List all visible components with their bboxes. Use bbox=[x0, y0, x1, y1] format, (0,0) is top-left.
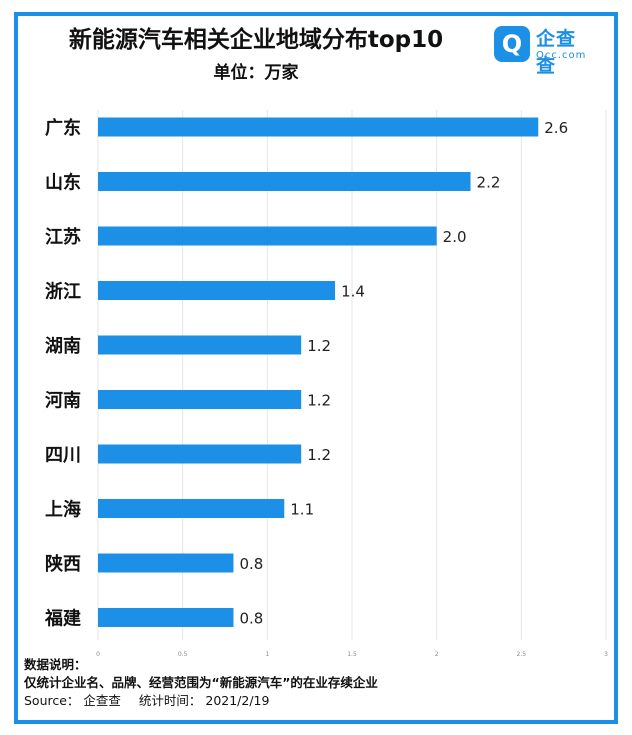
x-tick-label: 3 bbox=[604, 651, 608, 658]
x-tick-label: 1 bbox=[265, 651, 269, 658]
category-label: 浙江 bbox=[45, 281, 81, 303]
bar bbox=[98, 335, 302, 355]
category-label: 陕西 bbox=[45, 553, 81, 575]
category-label: 山东 bbox=[45, 172, 81, 194]
category-label: 福建 bbox=[44, 608, 81, 630]
bar bbox=[98, 553, 234, 573]
category-label: 四川 bbox=[45, 445, 81, 466]
notes-date: 统计时间： 2021/2/19 bbox=[138, 693, 270, 708]
value-label: 2.0 bbox=[443, 228, 467, 246]
value-label: 0.8 bbox=[239, 610, 263, 628]
logo-name-cn: 企查查 bbox=[536, 28, 577, 77]
category-label: 广东 bbox=[45, 117, 81, 139]
bar bbox=[98, 608, 234, 627]
category-label: 江苏 bbox=[45, 226, 81, 248]
bar bbox=[98, 117, 539, 137]
x-tick-label: 1.5 bbox=[347, 651, 357, 658]
x-tick-label: 2 bbox=[435, 651, 439, 658]
notes-source-line: Source： 企查查 统计时间： 2021/2/19 bbox=[24, 692, 378, 710]
value-label: 2.6 bbox=[544, 119, 568, 137]
qcc-logo-icon: Q bbox=[494, 26, 530, 62]
value-label: 1.2 bbox=[307, 392, 331, 410]
x-tick-label: 0 bbox=[96, 651, 100, 658]
notes-source: Source： 企查查 bbox=[24, 693, 121, 708]
category-label: 河南 bbox=[45, 390, 81, 412]
bar bbox=[98, 281, 336, 300]
x-tick-label: 0.5 bbox=[178, 651, 188, 658]
value-label: 1.4 bbox=[341, 283, 365, 301]
qcc-logo: Q 企查查 Qcc.com bbox=[494, 24, 594, 77]
bar bbox=[98, 499, 285, 518]
x-tick-label: 2.5 bbox=[517, 651, 527, 658]
value-label: 1.2 bbox=[307, 337, 331, 355]
category-label: 湖南 bbox=[45, 335, 81, 357]
value-label: 1.1 bbox=[290, 501, 314, 519]
notes-description: 仅统计企业名、品牌、经营范围为“新能源汽车”的在业存续企业 bbox=[24, 675, 378, 690]
bar bbox=[98, 390, 302, 409]
value-label: 0.8 bbox=[239, 555, 263, 573]
category-label: 上海 bbox=[45, 499, 81, 521]
bar bbox=[98, 172, 471, 191]
chart-title: 新能源汽车相关企业地域分布top10 bbox=[68, 27, 444, 53]
value-label: 2.2 bbox=[477, 174, 501, 192]
logo-name-en: Qcc.com bbox=[536, 50, 587, 61]
bar bbox=[98, 444, 302, 464]
notes-heading: 数据说明： bbox=[24, 657, 87, 672]
value-label: 1.2 bbox=[307, 446, 331, 464]
data-notes: 数据说明： 仅统计企业名、品牌、经营范围为“新能源汽车”的在业存续企业 Sour… bbox=[24, 656, 378, 710]
bar bbox=[98, 226, 437, 246]
chart-subtitle: 单位：万家 bbox=[213, 63, 299, 83]
